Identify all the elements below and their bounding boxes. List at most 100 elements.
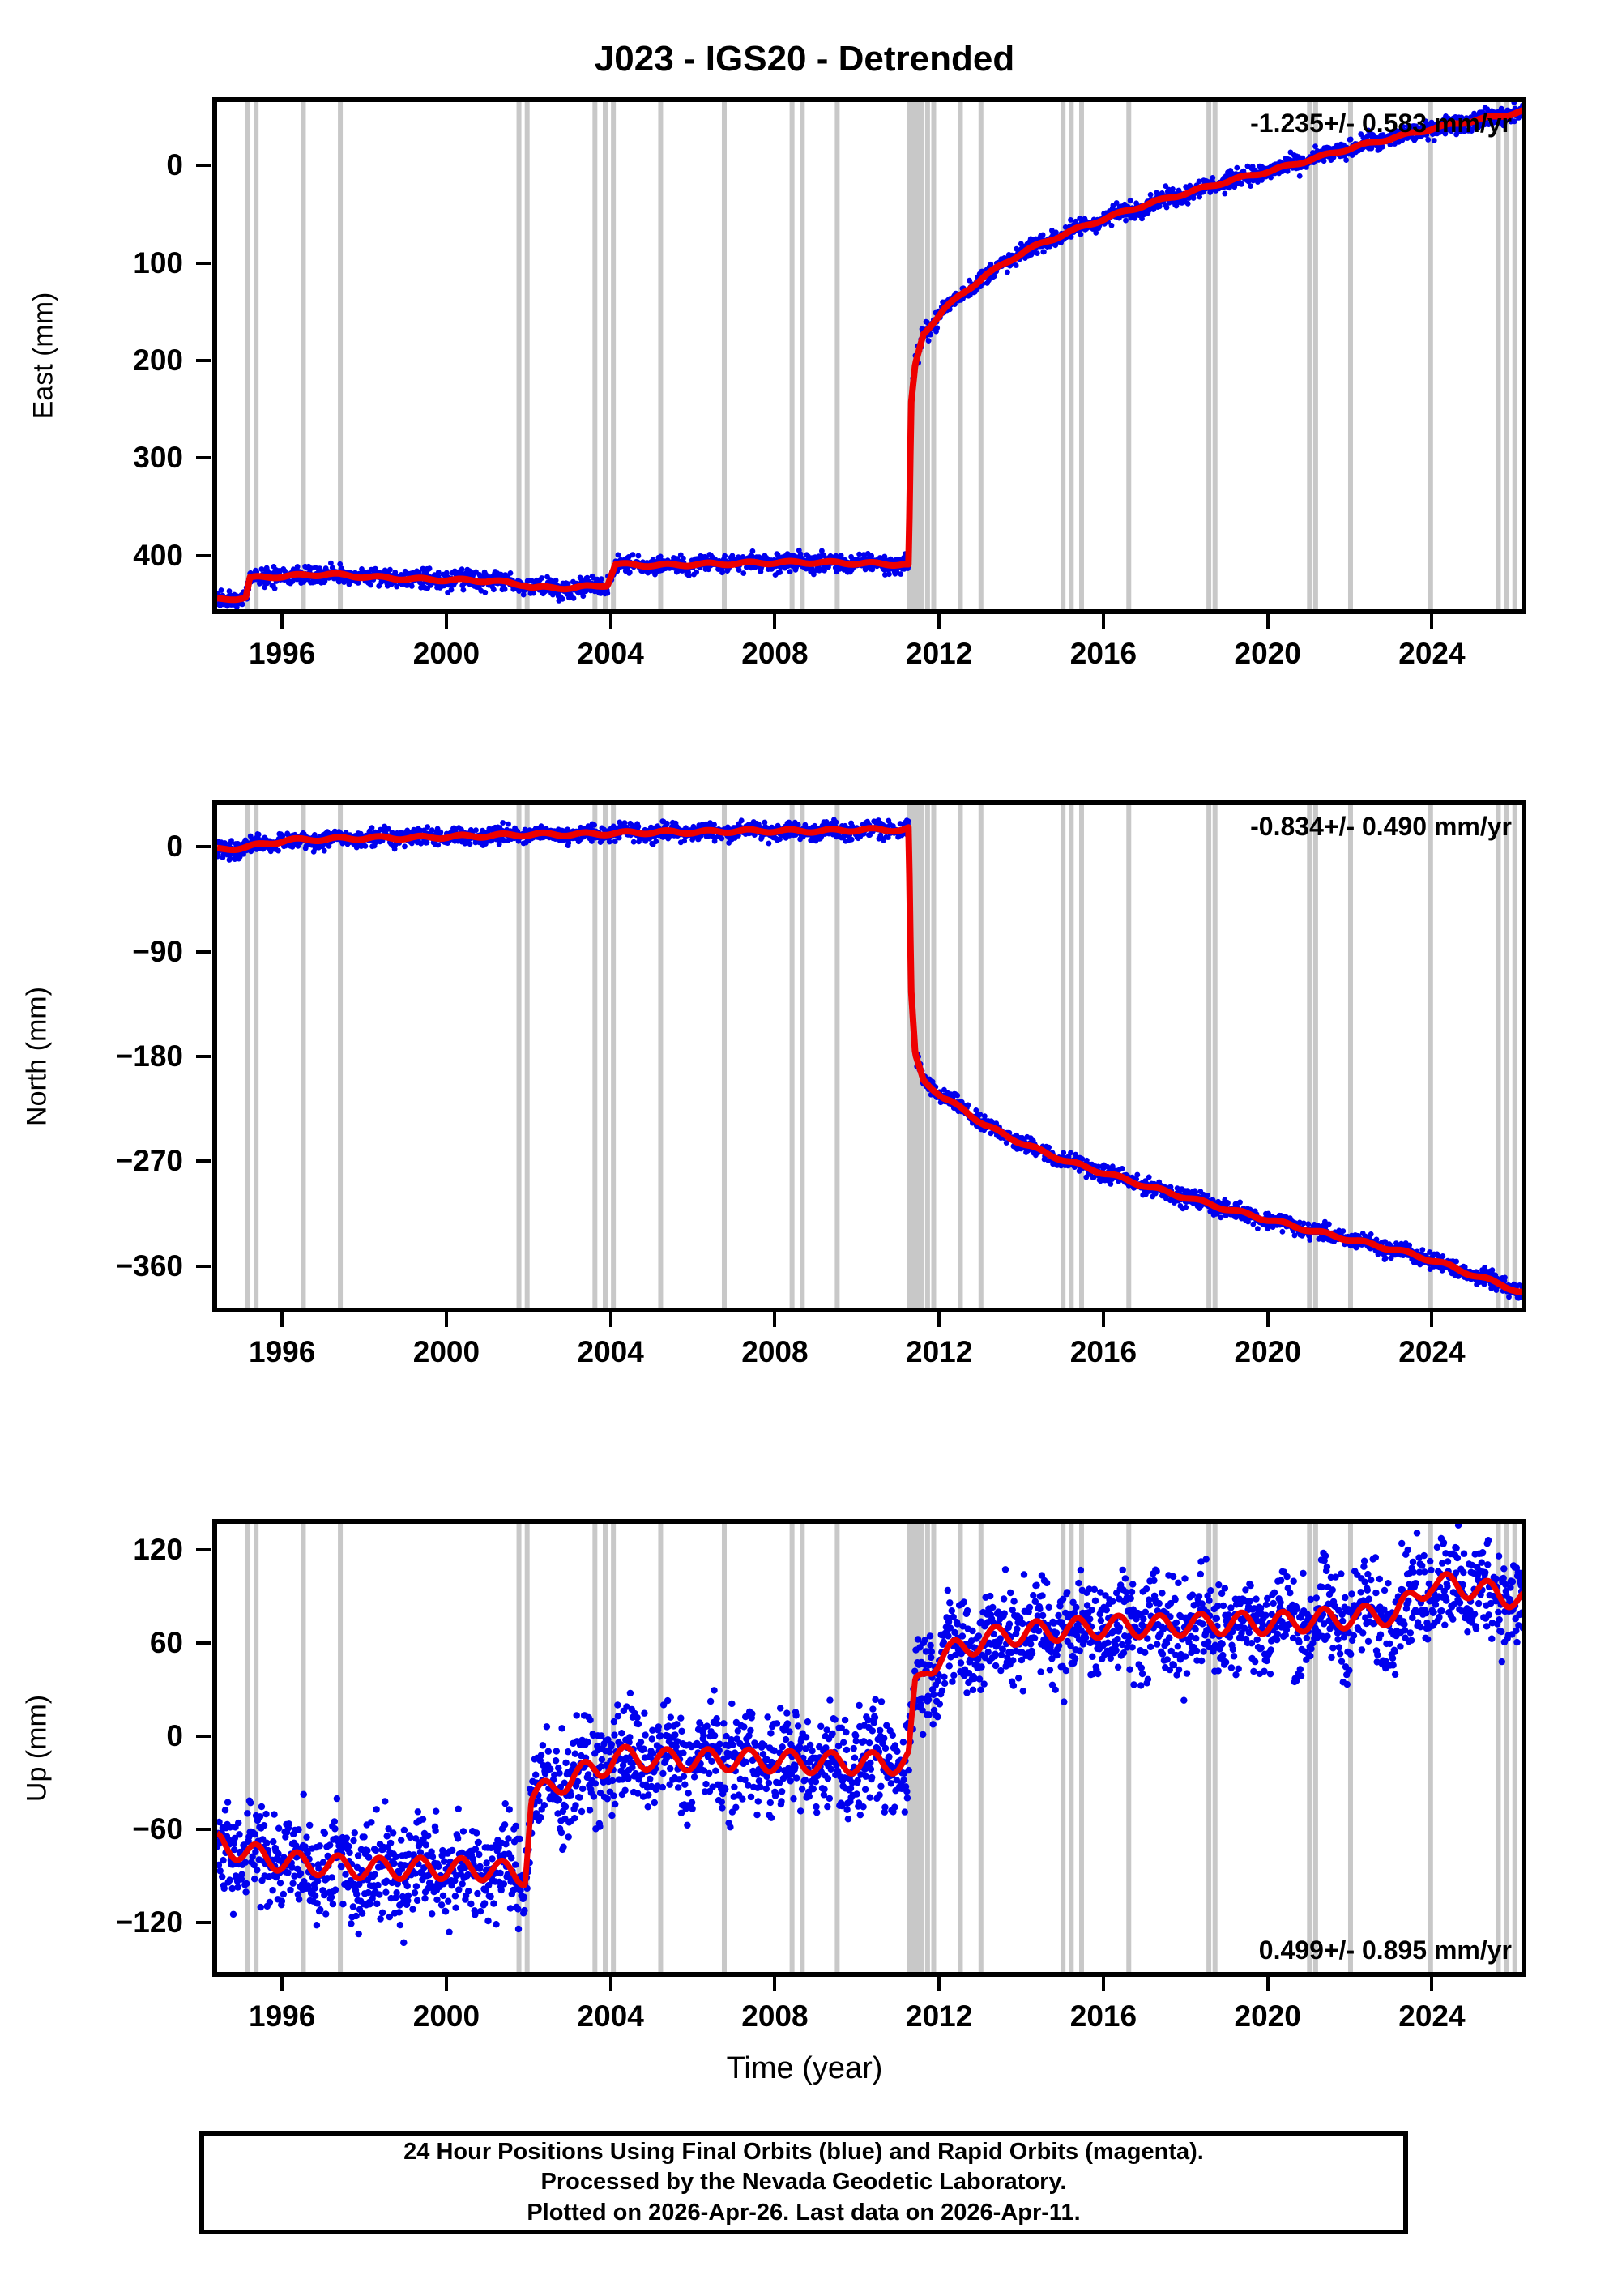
y-tick-mark-east-0 [196, 553, 211, 557]
x-tick-up-5: 2016 [1069, 1999, 1137, 2033]
x-tick-mark-north-3 [773, 1311, 777, 1327]
x-tick-up-7: 2024 [1398, 1999, 1466, 2033]
x-tick-mark-east-4 [937, 612, 941, 629]
footer-caption-box: 24 Hour Positions Using Final Orbits (bl… [199, 2131, 1408, 2234]
x-tick-mark-up-1 [444, 1975, 448, 1991]
x-tick-east-4: 2012 [906, 637, 973, 670]
x-tick-mark-up-4 [937, 1975, 941, 1991]
y-tick-mark-north-0 [196, 845, 211, 849]
y-tick-east-4: 0 [166, 148, 183, 182]
x-tick-mark-north-2 [608, 1311, 612, 1327]
plot-panel-east: -1.235+/- 0.583 mm/yr [212, 97, 1526, 614]
x-tick-mark-east-1 [444, 612, 448, 629]
y-axis-title-up: Up (mm) [21, 1694, 53, 1802]
y-tick-north-1: −90 [132, 934, 183, 968]
x-tick-up-6: 2020 [1234, 1999, 1301, 2033]
x-tick-north-5: 2016 [1069, 1335, 1137, 1368]
x-tick-north-3: 2008 [741, 1335, 809, 1368]
y-axis-title-north: North (mm) [21, 987, 53, 1126]
y-tick-mark-up-4 [196, 1920, 211, 1924]
x-tick-mark-north-1 [444, 1311, 448, 1327]
y-tick-up-2: 0 [166, 1719, 183, 1753]
x-tick-mark-east-0 [280, 612, 284, 629]
x-tick-up-1: 2000 [412, 1999, 480, 2033]
x-axis-title: Time (year) [726, 2051, 883, 2085]
y-tick-north-0: 0 [166, 830, 183, 864]
y-tick-mark-east-1 [196, 456, 211, 460]
y-tick-north-3: −270 [115, 1144, 183, 1178]
y-tick-east-3: 100 [133, 245, 183, 280]
x-tick-mark-up-2 [608, 1975, 612, 1991]
x-tick-mark-north-5 [1101, 1311, 1105, 1327]
footer-line-2: Processed by the Nevada Geodetic Laborat… [540, 2169, 1067, 2196]
x-tick-mark-east-7 [1430, 612, 1434, 629]
y-tick-up-1: 60 [149, 1626, 183, 1660]
plot-area-north [212, 800, 1526, 1312]
y-tick-mark-up-1 [196, 1641, 211, 1645]
y-tick-east-2: 200 [133, 344, 183, 378]
x-tick-up-4: 2012 [906, 1999, 973, 2033]
x-tick-mark-north-4 [937, 1311, 941, 1327]
x-tick-mark-up-0 [280, 1975, 284, 1991]
y-tick-up-0: 120 [133, 1533, 183, 1567]
y-tick-north-4: −360 [115, 1248, 183, 1282]
x-tick-east-0: 1996 [249, 637, 316, 670]
plot-area-east [212, 97, 1526, 614]
rate-label-north: -0.834+/- 0.490 mm/yr [1250, 812, 1512, 841]
y-tick-mark-east-3 [196, 261, 211, 265]
x-tick-north-0: 1996 [249, 1335, 316, 1368]
x-tick-east-1: 2000 [412, 637, 480, 670]
rate-label-east: -1.235+/- 0.583 mm/yr [1250, 109, 1512, 138]
y-tick-mark-up-0 [196, 1548, 211, 1552]
x-tick-up-0: 1996 [249, 1999, 316, 2033]
x-tick-up-2: 2004 [577, 1999, 644, 2033]
x-tick-mark-up-7 [1430, 1975, 1434, 1991]
x-tick-mark-north-7 [1430, 1311, 1434, 1327]
plot-panel-north: -0.834+/- 0.490 mm/yr [212, 800, 1526, 1312]
y-tick-up-3: −60 [132, 1812, 183, 1846]
page-title: J023 - IGS20 - Detrended [594, 39, 1015, 79]
x-tick-east-2: 2004 [577, 637, 644, 670]
x-tick-north-2: 2004 [577, 1335, 644, 1368]
y-tick-mark-north-3 [196, 1159, 211, 1163]
series-canvas-north [217, 805, 1522, 1308]
x-tick-east-6: 2020 [1234, 637, 1301, 670]
footer-line-1: 24 Hour Positions Using Final Orbits (bl… [403, 2139, 1204, 2166]
x-tick-up-3: 2008 [741, 1999, 809, 2033]
x-tick-mark-north-6 [1265, 1311, 1270, 1327]
x-tick-east-7: 2024 [1398, 637, 1466, 670]
model-line-north [217, 824, 1522, 1295]
y-axis-title-east: East (mm) [28, 292, 59, 420]
y-tick-mark-east-4 [196, 164, 211, 168]
x-tick-mark-up-3 [773, 1975, 777, 1991]
y-tick-mark-north-1 [196, 950, 211, 954]
x-tick-north-4: 2012 [906, 1335, 973, 1368]
x-tick-east-5: 2016 [1069, 637, 1137, 670]
x-tick-north-7: 2024 [1398, 1335, 1466, 1368]
y-tick-mark-up-2 [196, 1735, 211, 1739]
y-tick-mark-east-2 [196, 359, 211, 363]
series-canvas-east [217, 102, 1522, 609]
y-tick-mark-up-3 [196, 1828, 211, 1832]
y-tick-north-2: −180 [115, 1039, 183, 1073]
y-tick-mark-north-4 [196, 1264, 211, 1268]
plot-panel-up: 0.499+/- 0.895 mm/yr [212, 1519, 1526, 1977]
x-tick-mark-east-5 [1101, 612, 1105, 629]
x-tick-mark-east-3 [773, 612, 777, 629]
model-line-up [217, 1571, 1522, 1888]
plot-area-up [212, 1519, 1526, 1977]
y-tick-mark-north-2 [196, 1055, 211, 1058]
x-tick-mark-east-2 [608, 612, 612, 629]
y-tick-up-4: −120 [115, 1905, 183, 1939]
x-tick-mark-up-5 [1101, 1975, 1105, 1991]
model-line-east [217, 107, 1522, 604]
x-tick-north-1: 2000 [412, 1335, 480, 1368]
y-tick-east-1: 300 [133, 441, 183, 475]
x-tick-north-6: 2020 [1234, 1335, 1301, 1368]
x-tick-mark-up-6 [1265, 1975, 1270, 1991]
x-tick-mark-east-6 [1265, 612, 1270, 629]
y-tick-east-0: 400 [133, 538, 183, 572]
x-tick-east-3: 2008 [741, 637, 809, 670]
rate-label-up: 0.499+/- 0.895 mm/yr [1258, 1935, 1512, 1965]
series-canvas-up [217, 1524, 1522, 1972]
